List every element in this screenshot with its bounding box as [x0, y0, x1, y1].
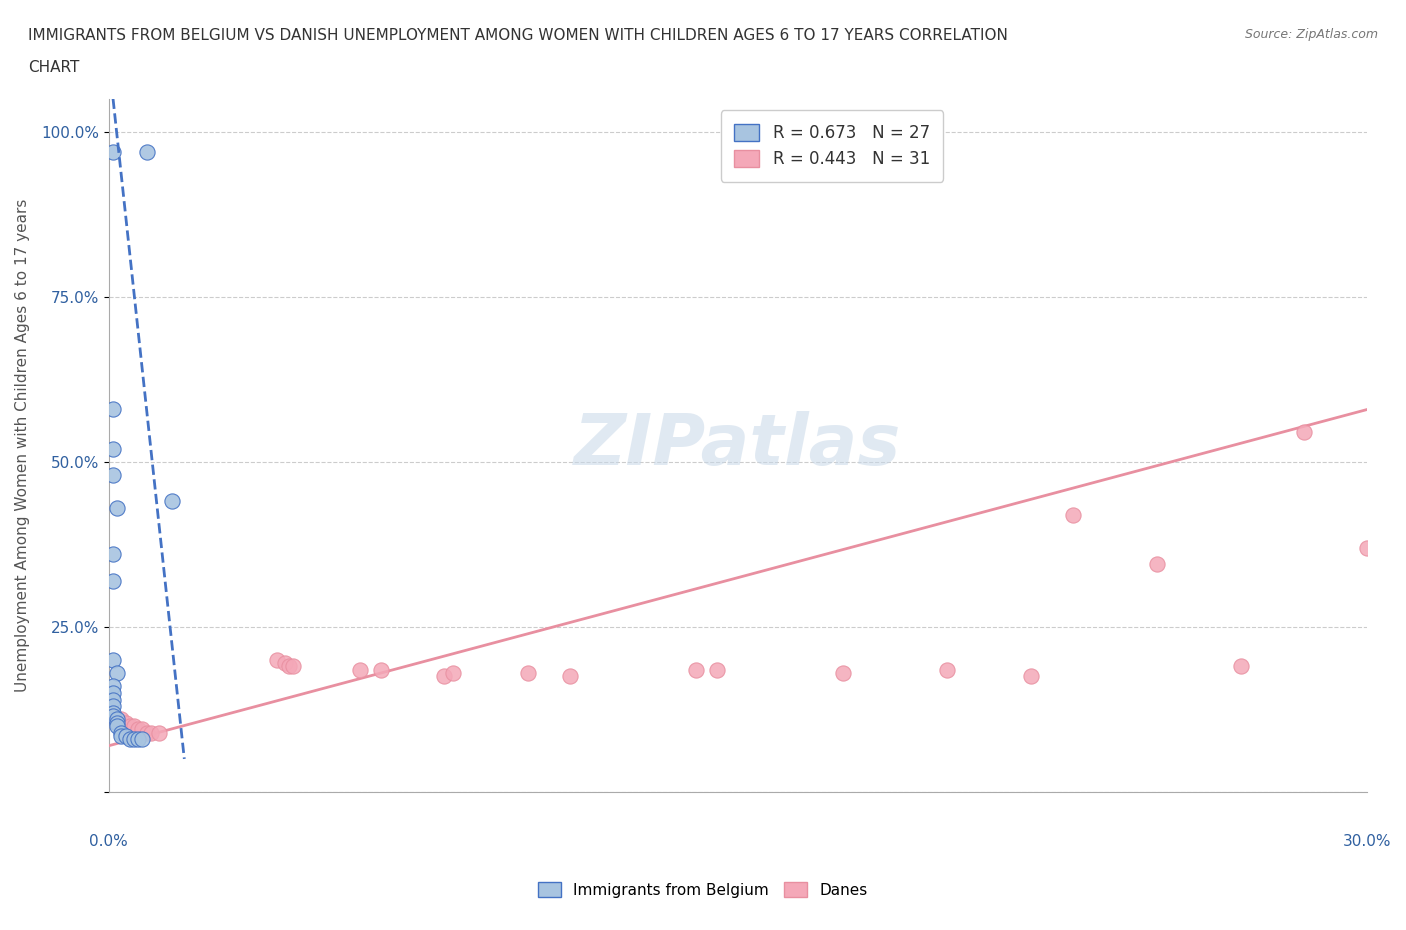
Point — [135, 144, 157, 159]
Point — [101, 144, 124, 159]
Point — [1355, 540, 1378, 555]
Point — [101, 653, 124, 668]
Legend: Immigrants from Belgium, Danes: Immigrants from Belgium, Danes — [531, 875, 875, 904]
Point — [517, 666, 540, 681]
Point — [101, 547, 124, 562]
Point — [433, 669, 456, 684]
Point — [110, 728, 132, 743]
Point — [274, 656, 297, 671]
Point — [101, 692, 124, 707]
Point — [1021, 669, 1043, 684]
Point — [131, 722, 153, 737]
Point — [139, 725, 162, 740]
Point — [706, 662, 728, 677]
Point — [101, 709, 124, 724]
Point — [101, 573, 124, 588]
Point — [283, 659, 305, 674]
Point — [1146, 557, 1168, 572]
Point — [441, 666, 464, 681]
Point — [278, 659, 301, 674]
Point — [122, 732, 145, 747]
Point — [105, 719, 128, 734]
Point — [135, 725, 157, 740]
Legend: R = 0.673   N = 27, R = 0.443   N = 31: R = 0.673 N = 27, R = 0.443 N = 31 — [721, 111, 943, 182]
Point — [101, 441, 124, 456]
Point — [1292, 425, 1315, 440]
Point — [1230, 659, 1253, 674]
Point — [105, 715, 128, 730]
Point — [105, 711, 128, 726]
Point — [101, 468, 124, 483]
Point — [101, 698, 124, 713]
Point — [131, 732, 153, 747]
Text: Source: ZipAtlas.com: Source: ZipAtlas.com — [1244, 28, 1378, 41]
Point — [1062, 507, 1084, 522]
Point — [101, 679, 124, 694]
Point — [118, 732, 141, 747]
Point — [160, 494, 183, 509]
Point — [114, 728, 136, 743]
Point — [110, 725, 132, 740]
Point — [118, 719, 141, 734]
Point — [127, 732, 149, 747]
Point — [558, 669, 581, 684]
Point — [101, 685, 124, 700]
Point — [110, 711, 132, 726]
Text: 0.0%: 0.0% — [90, 833, 128, 848]
Point — [101, 402, 124, 417]
Point — [122, 719, 145, 734]
Point — [936, 662, 959, 677]
Point — [105, 500, 128, 515]
Text: 30.0%: 30.0% — [1343, 833, 1391, 848]
Y-axis label: Unemployment Among Women with Children Ages 6 to 17 years: Unemployment Among Women with Children A… — [15, 199, 30, 692]
Point — [831, 666, 853, 681]
Point — [127, 722, 149, 737]
Point — [114, 715, 136, 730]
Point — [101, 705, 124, 720]
Point — [266, 653, 288, 668]
Point — [105, 666, 128, 681]
Point — [685, 662, 707, 677]
Point — [101, 709, 124, 724]
Point — [370, 662, 392, 677]
Text: CHART: CHART — [28, 60, 80, 75]
Text: IMMIGRANTS FROM BELGIUM VS DANISH UNEMPLOYMENT AMONG WOMEN WITH CHILDREN AGES 6 : IMMIGRANTS FROM BELGIUM VS DANISH UNEMPL… — [28, 28, 1008, 43]
Text: ZIPatlas: ZIPatlas — [574, 411, 901, 480]
Point — [148, 725, 170, 740]
Point — [349, 662, 371, 677]
